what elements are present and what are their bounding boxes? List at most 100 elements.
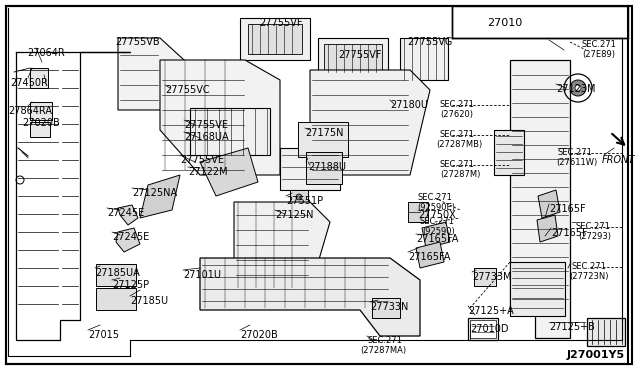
Polygon shape [537, 215, 558, 242]
Text: 27165F: 27165F [551, 228, 588, 238]
Text: 27733M: 27733M [472, 272, 511, 282]
Polygon shape [538, 190, 560, 218]
Bar [96, 264, 136, 286]
Text: SEC.271: SEC.271 [558, 148, 593, 157]
Text: 27010D: 27010D [470, 324, 509, 334]
Text: 27245E: 27245E [112, 232, 149, 242]
Bar [248, 24, 302, 54]
Polygon shape [310, 70, 430, 175]
Text: 27733N: 27733N [370, 302, 408, 312]
Text: (27287MA): (27287MA) [360, 346, 406, 355]
Polygon shape [118, 38, 195, 110]
Polygon shape [116, 228, 140, 252]
Text: J27001Y5: J27001Y5 [567, 350, 625, 360]
Polygon shape [160, 60, 280, 175]
Circle shape [296, 194, 302, 200]
Text: 27165F: 27165F [549, 204, 586, 214]
Text: 27755VE: 27755VE [184, 120, 228, 130]
Bar [96, 288, 136, 310]
Text: 27180U: 27180U [390, 100, 428, 110]
Text: 27245E: 27245E [107, 208, 144, 218]
Polygon shape [400, 38, 448, 80]
Text: 27450R: 27450R [10, 78, 48, 88]
Text: FRONT: FRONT [602, 155, 636, 165]
Polygon shape [280, 148, 340, 190]
Text: 27125P: 27125P [112, 280, 149, 290]
Text: 27123M: 27123M [556, 84, 595, 94]
Bar [324, 44, 382, 72]
Text: 27020B: 27020B [240, 330, 278, 340]
Text: SEC.271: SEC.271 [440, 100, 475, 109]
Text: SEC.271: SEC.271 [582, 40, 617, 49]
Polygon shape [140, 175, 180, 218]
Text: (92590E): (92590E) [417, 203, 455, 212]
Text: (27287MB): (27287MB) [436, 140, 483, 149]
Text: 27185U: 27185U [130, 296, 168, 306]
Text: 27122M: 27122M [188, 167, 228, 177]
Text: 27175N: 27175N [305, 128, 344, 138]
Bar [474, 268, 496, 286]
Text: SEC.271: SEC.271 [571, 262, 606, 271]
Text: 27755VF: 27755VF [338, 50, 381, 60]
Bar [290, 190, 308, 204]
Bar [306, 152, 342, 184]
Text: 27020B: 27020B [22, 118, 60, 128]
Text: 27755VB: 27755VB [115, 37, 159, 47]
Bar [30, 68, 48, 88]
Text: 27188U: 27188U [308, 162, 346, 172]
Bar [452, 6, 628, 38]
Text: 27185UA: 27185UA [95, 268, 140, 278]
Bar [587, 318, 625, 346]
Text: 27125NA: 27125NA [132, 188, 177, 198]
Text: 27125N: 27125N [275, 210, 314, 220]
Text: (27287M): (27287M) [440, 170, 481, 179]
Text: (27293): (27293) [578, 232, 611, 241]
Text: 27864RA: 27864RA [8, 106, 52, 116]
Text: 27125+A: 27125+A [468, 306, 514, 316]
Text: 27755VC: 27755VC [165, 85, 210, 95]
Bar [372, 298, 400, 318]
Bar [298, 122, 348, 157]
Polygon shape [118, 205, 138, 225]
Text: SEC.271: SEC.271 [440, 130, 475, 139]
Text: SEC.271: SEC.271 [576, 222, 611, 231]
Polygon shape [318, 38, 388, 80]
Text: 27015: 27015 [88, 330, 119, 340]
Polygon shape [422, 222, 450, 248]
Circle shape [570, 80, 586, 96]
Text: 27755VF: 27755VF [259, 18, 303, 28]
Circle shape [575, 85, 581, 91]
Polygon shape [234, 202, 330, 290]
Text: 27750X: 27750X [418, 210, 456, 220]
Text: 27168UA: 27168UA [184, 132, 228, 142]
Text: (27620): (27620) [440, 110, 473, 119]
Polygon shape [510, 60, 570, 338]
Text: 27165FA: 27165FA [408, 252, 451, 262]
Text: 27551P: 27551P [286, 196, 323, 206]
Bar [510, 262, 565, 316]
Polygon shape [240, 18, 310, 60]
Bar [494, 130, 524, 175]
Polygon shape [200, 258, 420, 336]
Text: 27101U: 27101U [183, 270, 221, 280]
Text: 27064R: 27064R [27, 48, 65, 58]
Bar [30, 122, 50, 137]
Text: (92590): (92590) [422, 227, 455, 236]
Bar [468, 318, 498, 340]
Bar [470, 320, 496, 338]
Bar [408, 202, 428, 222]
Text: 27125+B: 27125+B [549, 322, 595, 332]
Text: 27165FA: 27165FA [416, 234, 458, 244]
Text: 27755VG: 27755VG [407, 37, 452, 47]
Text: SEC.271: SEC.271 [417, 193, 452, 202]
Polygon shape [416, 242, 444, 268]
Text: SEC.271: SEC.271 [440, 160, 475, 169]
Text: 27755VE: 27755VE [180, 155, 224, 165]
Text: (27611W): (27611W) [556, 158, 597, 167]
Text: (27723N): (27723N) [569, 272, 609, 281]
Text: SEC.271: SEC.271 [367, 336, 402, 345]
Bar [30, 102, 52, 120]
Text: (27E89): (27E89) [582, 50, 615, 59]
Polygon shape [190, 108, 270, 155]
Text: SEC.271: SEC.271 [420, 217, 455, 226]
